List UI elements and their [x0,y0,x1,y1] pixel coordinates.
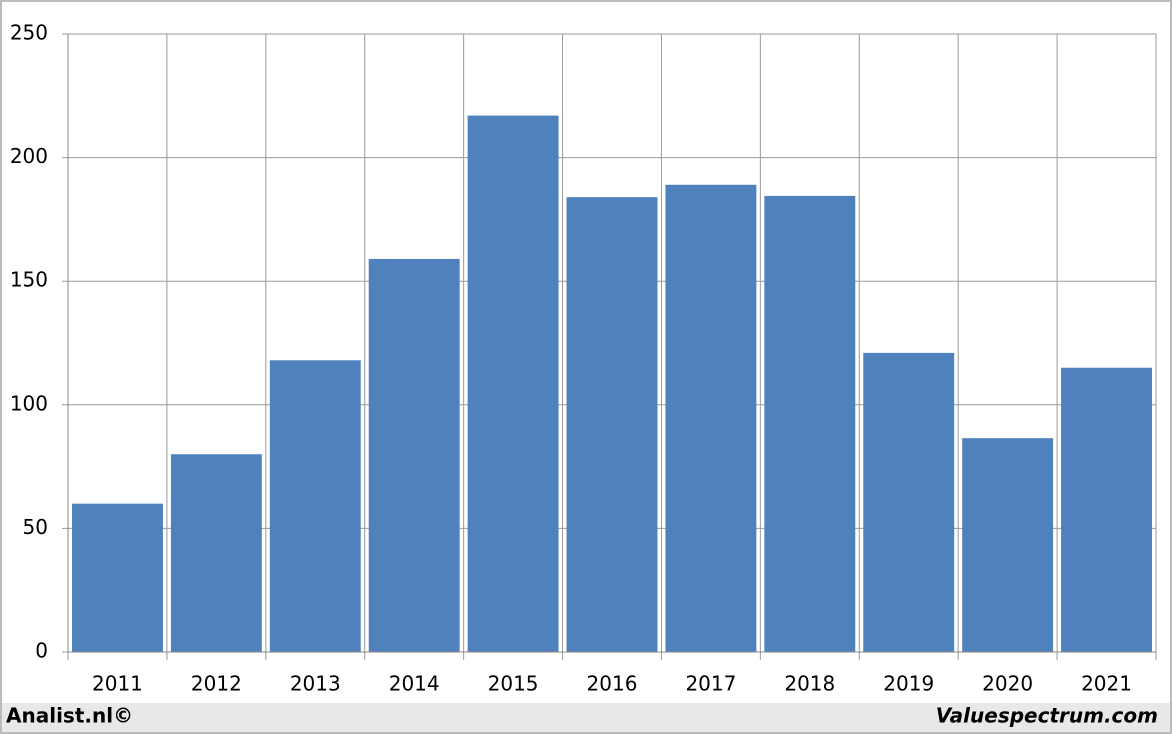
x-tick-label: 2013 [290,672,341,696]
y-tick-label: 200 [10,144,48,168]
bar [566,197,658,653]
bar [170,454,262,652]
x-tick-label: 2014 [389,672,440,696]
x-tick-label: 2016 [587,672,638,696]
bar [764,195,856,652]
bar [863,352,955,652]
footer-right: Valuespectrum.com [936,704,1158,728]
x-tick-label: 2011 [92,672,143,696]
x-tick-label: 2019 [883,672,934,696]
x-tick-label: 2021 [1081,672,1132,696]
y-tick-label: 0 [35,639,48,663]
footer-band [2,703,1170,732]
y-tick-label: 250 [10,21,48,45]
y-tick-label: 100 [10,391,48,415]
bar [665,184,757,653]
bar [269,360,361,652]
bar [72,503,163,652]
y-tick-label: 150 [10,268,48,292]
y-tick-label: 50 [23,515,48,539]
footer-left: Analist.nl© [6,704,133,728]
bar [368,258,460,652]
bar [467,115,559,653]
x-tick-label: 2020 [982,672,1033,696]
x-tick-label: 2017 [685,672,736,696]
x-tick-label: 2012 [191,672,242,696]
bar [1061,367,1152,652]
x-tick-label: 2018 [784,672,835,696]
x-tick-label: 2015 [488,672,539,696]
bar [962,438,1054,652]
